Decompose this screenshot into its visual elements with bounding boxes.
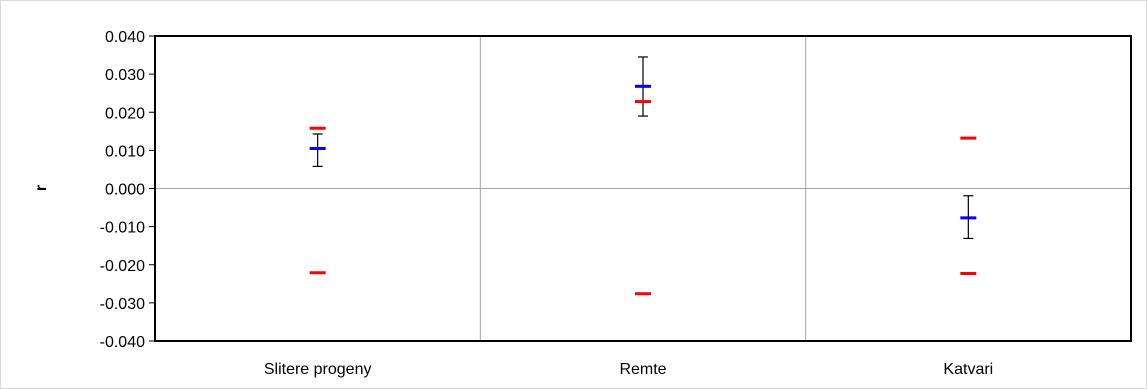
y-tick-label: 0.030 — [105, 67, 145, 84]
y-tick-label: -0.010 — [100, 220, 145, 237]
y-tick-label: -0.040 — [100, 334, 145, 351]
category-labels: Slitere progeny Remte Katvari — [264, 361, 993, 378]
y-axis-label: r — [33, 185, 50, 191]
y-tick-label: 0.040 — [105, 29, 145, 46]
y-tick-label: 0.000 — [105, 182, 145, 199]
data-marks — [309, 56, 977, 296]
category-label: Slitere progeny — [264, 361, 372, 378]
grid-layer — [155, 36, 1131, 341]
y-tick-labels: 0.040 0.030 0.020 0.010 0.000 -0.010 -0.020 -0.… — [100, 29, 155, 351]
y-tick-label: -0.030 — [100, 296, 145, 313]
y-tick-label: 0.010 — [105, 143, 145, 160]
category-label: Remte — [619, 361, 666, 378]
y-tick-label: -0.020 — [100, 258, 145, 275]
plot-area-border — [154, 35, 1132, 342]
category-label: Katvari — [943, 361, 993, 378]
y-tick-label: 0.020 — [105, 105, 145, 122]
